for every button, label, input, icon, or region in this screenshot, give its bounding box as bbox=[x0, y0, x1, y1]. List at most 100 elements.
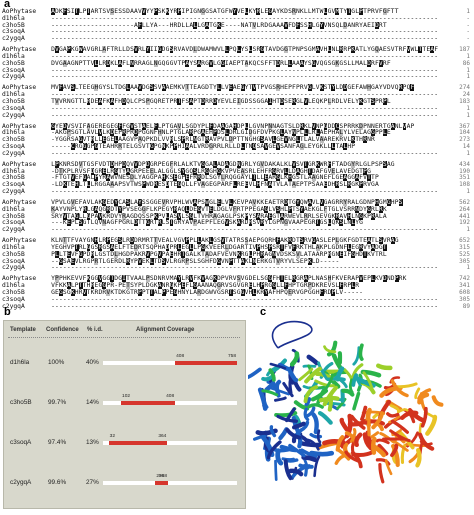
sequence-position: 104 bbox=[459, 129, 470, 137]
sequence-residues: ----------------------------------------… bbox=[51, 302, 438, 310]
ribbon-strand bbox=[281, 457, 295, 462]
ribbon-strand bbox=[268, 386, 290, 396]
confidence-value: 99.6% bbox=[48, 479, 67, 486]
alignment-row: c3ho5B P L L T E V F G P D R L G S T D L H G D P A K R V P G V P A E H R T… bbox=[0, 250, 474, 258]
ribbon-strand bbox=[386, 412, 400, 418]
alignment-row: c3ho5B - F T G T V E F G A L P Y R A W V N E S D L Y A G G P A H K S E G P… bbox=[0, 174, 474, 182]
sequence-position: 562 bbox=[459, 199, 470, 206]
template-coverage-panel: Template Confidence % i.d. Alignment Cov… bbox=[3, 320, 246, 509]
sequence-position: 273 bbox=[459, 136, 470, 144]
sequence-name: c3ho5B bbox=[2, 250, 25, 258]
coverage-end-label: 408 bbox=[166, 394, 175, 399]
sequence-position: 1 bbox=[466, 264, 470, 272]
alignment-block: AoPhytase L P K N R S D V T G S F V D T D H P D Q V V D P D G R P E G F… bbox=[0, 160, 474, 195]
identity-value: 14% bbox=[86, 399, 99, 406]
template-name: d1h6la bbox=[10, 359, 30, 366]
alignment-row: AoPhytase L P K N R S D V T G S F V D T D H P D Q V V D P D G R P E G F… bbox=[0, 160, 474, 168]
ribbon-strand bbox=[388, 415, 401, 424]
ribbon-strand bbox=[335, 435, 345, 452]
alignment-row: c3ho5B - - - - - - - - - - - - - - - - - - - - - A F L L Y A - - - H R D L… bbox=[0, 21, 474, 29]
sequence-position: 1 bbox=[466, 73, 470, 81]
sequence-position: 183 bbox=[459, 97, 470, 105]
alignment-row: c3ho5B D V G A A G N P T T V L L R D K L A F L N R R A G L N G Q G G V T P… bbox=[0, 59, 474, 67]
sequence-name: c3ho5B bbox=[2, 288, 25, 296]
alignment-row: c3soqA - - - K E P L S G T L Q V N A G F P G R L D T T G R T R L S T G R Y… bbox=[0, 219, 474, 227]
ribbon-strand bbox=[283, 459, 293, 481]
ribbon-strand bbox=[266, 440, 282, 460]
alignment-block: AoPhytase Y P P H K E V V F K G G V G G T D G I T V A A L P S D N R V M… bbox=[0, 275, 474, 310]
alignment-row: d1h6la - A K G P S G T L A V L V L K D E P R P R D P G G N F H N L P T G L… bbox=[0, 129, 474, 137]
ribbon-strand bbox=[420, 406, 428, 428]
alignment-block: AoPhytase K L N T T F V A Y G N H L R P E G S L R D D R M R T T V E A L… bbox=[0, 237, 474, 271]
alignment-row: d1h6la - - - - - - - - - - - - - - - - - - - - - - - - - - - - - - - - - -… bbox=[0, 53, 474, 60]
ribbon-strand bbox=[322, 385, 338, 407]
template-name: c3ho5B bbox=[10, 399, 32, 406]
sequence-name: c2ygqA bbox=[2, 73, 25, 81]
sequence-position: 1 bbox=[466, 66, 470, 74]
sequence-name: c3soqA bbox=[2, 66, 25, 74]
sequence-position: 1 bbox=[466, 104, 470, 112]
alignment-row: d1h6la Y E G H V P T R L G G S R G S A E L F T E D R T S Q P H A D P R L E… bbox=[0, 243, 474, 251]
alignment-row: c3soqA - - - - - - - - - - - - - - - - - - - - - - - - - - - - - - - - - -… bbox=[0, 296, 474, 303]
ribbon-strand bbox=[314, 379, 335, 388]
ribbon-strand bbox=[354, 432, 363, 448]
alignment-row: c2ygqA - - - - - - - - - - - - - - - - - - - - - - - - - - - - - - - - - -… bbox=[0, 188, 474, 195]
ribbon-strand bbox=[354, 375, 376, 388]
sequence-name: c3soqA bbox=[2, 181, 25, 189]
alignment-row: AoPhytase K L N T T F V A Y G N H L R P E G S L R D D R M R T T V E A L… bbox=[0, 237, 474, 245]
alignment-row: c2ygqA - - - - - - - - - - - - - - - - - - - - - - - - - - - - - - - - - -… bbox=[0, 264, 474, 271]
ribbon-strand bbox=[378, 463, 385, 484]
confidence-value: 97.4% bbox=[48, 439, 67, 446]
ribbon-strand bbox=[261, 389, 279, 397]
sequence-position: 187 bbox=[459, 46, 470, 54]
sequence-position: 525 bbox=[459, 250, 470, 258]
sequence-name: c3soqA bbox=[2, 219, 25, 227]
sequence-alignment-panel: AoPhytase A D K F S I T L P T A R T S V S E S S D A A V V Y Y P S K K Y… bbox=[0, 6, 474, 310]
alignment-row: c3ho5B T V V R N G T T L R D E A F K A F H D Q L C P S P G Q R E T P R T F… bbox=[0, 97, 474, 105]
sequence-position: 1 bbox=[466, 149, 470, 157]
ribbon-strand bbox=[282, 382, 294, 398]
coverage-bar bbox=[108, 441, 168, 445]
alignment-row: d1h6la - D T K P L R V S F D G R E L R G T Y A G R P E E E L A L G G L S Y… bbox=[0, 167, 474, 175]
sequence-name: c3soqA bbox=[2, 295, 25, 303]
sequence-residues: ----------------------------------------… bbox=[51, 264, 438, 272]
alignment-row: c3ho5B G E G S G K H R V T K R D R V K T D K G T R P P T T A L P P E G H N… bbox=[0, 288, 474, 296]
alignment-row: c3soqA - L D K T E H L T L L R G G A A A P S V T W S P W D R E S D T E G Q… bbox=[0, 181, 474, 189]
template-row: c3soqA 97.4% 13% 32 364 bbox=[4, 429, 245, 469]
ribbon-strand bbox=[360, 405, 368, 421]
sequence-position: 742 bbox=[459, 275, 470, 283]
ribbon-strand bbox=[376, 363, 393, 371]
sequence-position: 192 bbox=[459, 219, 470, 227]
sequence-name: d1h6la bbox=[2, 14, 25, 22]
ribbon-strand bbox=[298, 367, 314, 382]
sequence-position: 341 bbox=[459, 282, 470, 290]
sequence-name: AoPhytase bbox=[2, 275, 37, 283]
sequence-name: c3ho5B bbox=[2, 21, 25, 29]
coverage-track bbox=[103, 441, 237, 445]
ribbon-strand bbox=[400, 410, 419, 420]
panel-label-b: b bbox=[4, 306, 11, 318]
template-row: c2ygqA 99.6% 27% 296 368 bbox=[4, 469, 245, 509]
sequence-position: 608 bbox=[459, 288, 470, 296]
sequence-name: c3soqA bbox=[2, 104, 25, 112]
sequence-position: - bbox=[466, 21, 470, 29]
sequence-residues: ----------------------------------------… bbox=[51, 91, 438, 99]
protein-ribbon-model bbox=[248, 320, 444, 484]
sequence-name: d1h6la bbox=[2, 52, 25, 60]
sequence-residues: ----------------------------------------… bbox=[51, 35, 438, 43]
template-row: d1h6la 100% 40% 408 758 bbox=[4, 349, 245, 389]
alignment-row: d1h6la K A Y V N P L Y R L G A Q G R D T Y P V S E G G F L K P E G Y R A Q… bbox=[0, 205, 474, 213]
header-coverage: Alignment Coverage bbox=[136, 327, 195, 333]
ribbon-strand bbox=[278, 427, 289, 441]
alignment-row: d1h6la - - - - - - - - - - - - - - - - - - - - - - - - - - - - - - - - - -… bbox=[0, 15, 474, 22]
